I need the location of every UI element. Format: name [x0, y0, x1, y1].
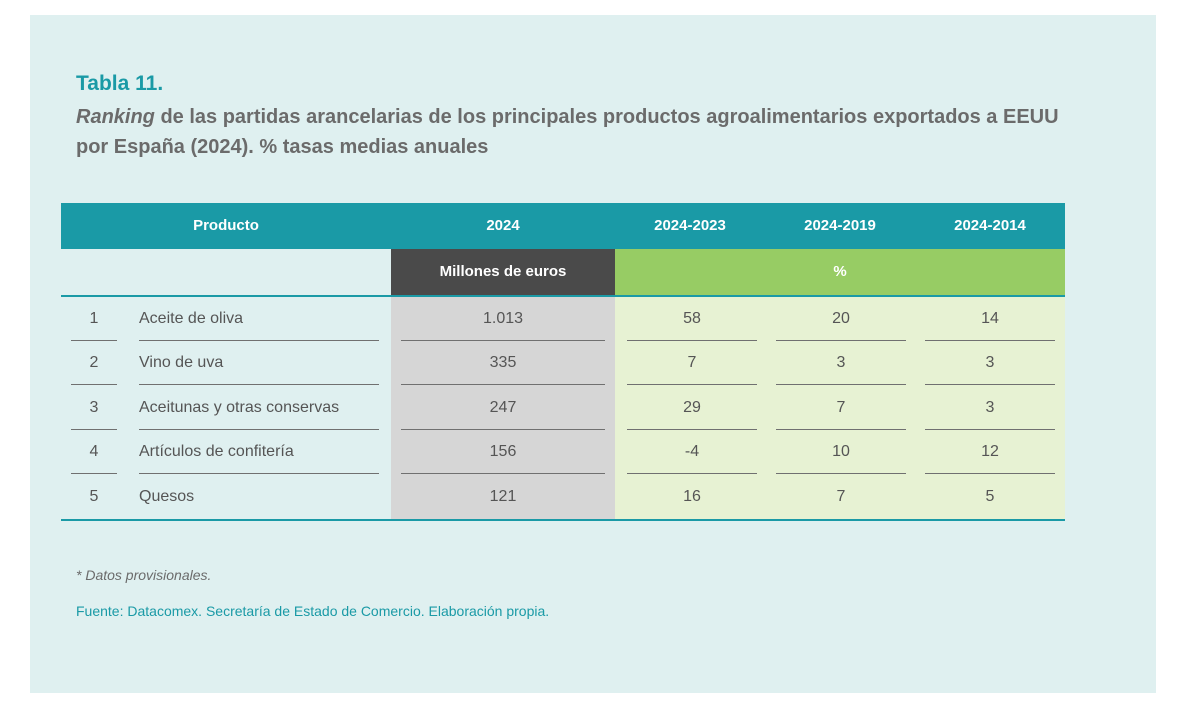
- header-producto: Producto: [193, 217, 259, 234]
- table-header-row: Producto 2024 2024-2023 2024-2019 2024-2…: [61, 203, 1065, 249]
- unit-millones: Millones de euros: [391, 249, 615, 295]
- row-rate-2024-2014: 14: [981, 310, 999, 327]
- row-divider: [71, 384, 117, 386]
- row-rate-2024-2023: 29: [683, 398, 701, 416]
- row-divider: [627, 384, 757, 386]
- row-divider: [776, 340, 906, 341]
- row-divider: [776, 428, 906, 430]
- row-rate-2024-2019: 7: [836, 398, 846, 416]
- row-divider: [139, 473, 379, 475]
- row-rate-2024-2019: 20: [832, 310, 850, 327]
- source-note: Fuente: Datacomex. Secretaría de Estado …: [76, 603, 550, 619]
- row-rate-2024-2023: -4: [684, 443, 700, 461]
- row-product: Vino de uva: [139, 354, 224, 372]
- row-rate-2024-2019: 7: [836, 487, 846, 505]
- row-divider: [776, 473, 906, 475]
- row-product: Artículos de confitería: [139, 443, 294, 461]
- row-product: Quesos: [139, 487, 195, 505]
- row-value-2024: 1.013: [482, 310, 524, 327]
- row-rank: 3: [89, 398, 99, 416]
- table-unit-row: Millones de euros %: [61, 249, 1065, 297]
- table-row: 4 Artículos de confitería 156 -4 10 12: [61, 430, 1065, 475]
- header-2024-2019: 2024-2019: [804, 217, 876, 234]
- table-title-text: de las partidas arancelarias de los prin…: [76, 106, 1059, 158]
- row-rank: 1: [89, 310, 99, 327]
- row-divider: [925, 428, 1055, 430]
- row-divider: [401, 473, 605, 475]
- row-divider: [627, 428, 757, 430]
- row-rate-2024-2023: 58: [683, 310, 701, 327]
- row-divider: [401, 384, 605, 386]
- table-title-emphasis: Ranking: [76, 106, 155, 128]
- footnote: * Datos provisionales.: [76, 567, 212, 583]
- row-divider: [776, 384, 906, 386]
- row-divider: [627, 473, 757, 475]
- row-rank: 4: [89, 443, 99, 461]
- row-divider: [139, 428, 379, 430]
- row-rate-2024-2014: 5: [985, 487, 995, 505]
- row-value-2024: 156: [489, 443, 517, 461]
- row-rate-2024-2014: 12: [981, 443, 999, 461]
- row-divider: [139, 340, 379, 341]
- header-2024: 2024: [486, 217, 520, 234]
- row-divider: [925, 340, 1055, 341]
- row-divider: [401, 340, 605, 341]
- row-rank: 5: [89, 487, 99, 505]
- table-row: 3 Aceitunas y otras conservas 247 29 7 3: [61, 386, 1065, 430]
- row-divider: [627, 340, 757, 341]
- row-divider: [925, 473, 1055, 475]
- row-divider: [925, 384, 1055, 386]
- row-value-2024: 121: [489, 487, 517, 505]
- row-rate-2024-2019: 10: [832, 443, 850, 461]
- row-rate-2024-2019: 3: [836, 354, 846, 372]
- row-value-2024: 247: [489, 398, 517, 416]
- row-rank: 2: [89, 354, 99, 372]
- row-divider: [139, 384, 379, 386]
- value-column-bg: [391, 297, 615, 519]
- table-row: 1 Aceite de oliva 1.013 58 20 14: [61, 297, 1065, 341]
- row-rate-2024-2023: 16: [683, 487, 701, 505]
- header-2024-2023: 2024-2023: [654, 217, 726, 234]
- table-title: Ranking de las partidas arancelarias de …: [76, 102, 1066, 162]
- row-rate-2024-2014: 3: [985, 398, 995, 416]
- row-divider: [401, 428, 605, 430]
- unit-percent: %: [615, 249, 1065, 295]
- header-2024-2014: 2024-2014: [954, 217, 1026, 234]
- row-value-2024: 335: [489, 354, 517, 372]
- table-row: 2 Vino de uva 335 7 3 3: [61, 341, 1065, 386]
- row-divider: [71, 428, 117, 430]
- row-rate-2024-2014: 3: [985, 354, 995, 372]
- table-body: 1 Aceite de oliva 1.013 58 20 14 2 Vino de uva 3…: [61, 297, 1065, 521]
- row-product: Aceitunas y otras conservas: [139, 398, 340, 416]
- row-divider: [71, 340, 117, 341]
- row-rate-2024-2023: 7: [687, 354, 697, 372]
- row-divider: [71, 473, 117, 475]
- rate-columns-bg: [615, 297, 1065, 519]
- table-row: 5 Quesos 121 16 7 5: [61, 475, 1065, 519]
- table-number: Tabla 11.: [76, 72, 164, 95]
- row-product: Aceite de oliva: [139, 310, 244, 327]
